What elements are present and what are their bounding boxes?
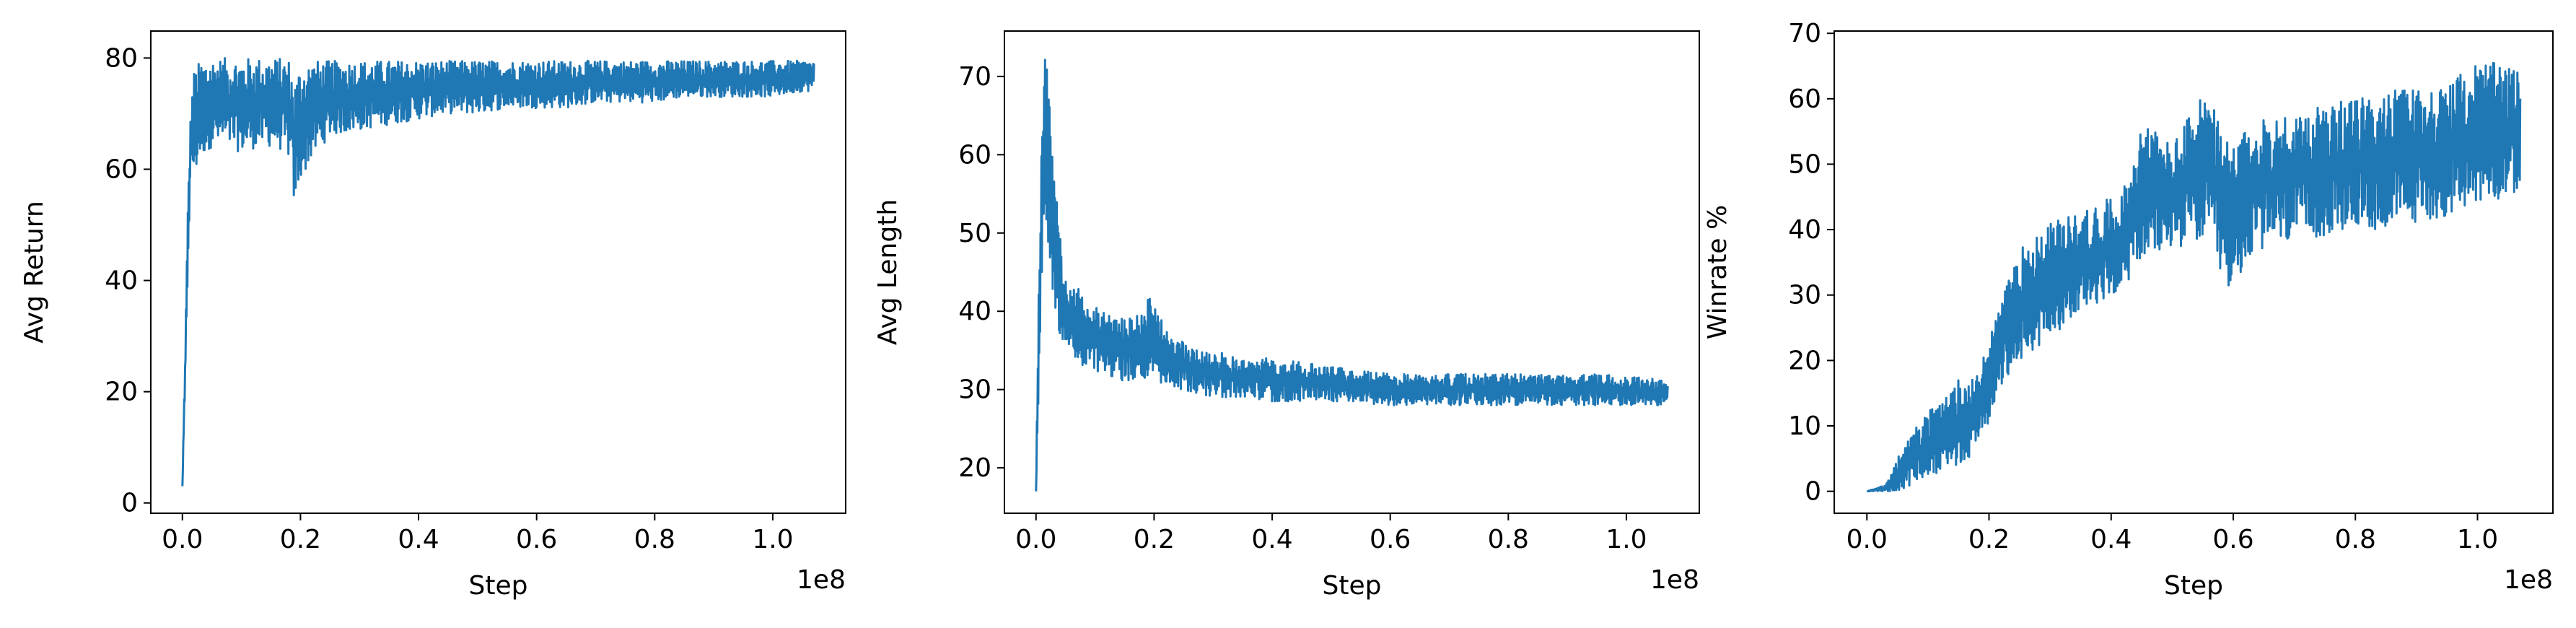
avg-return-x-tick-label: 0.0 — [162, 525, 203, 554]
winrate-x-tick-label: 0.2 — [1968, 525, 2010, 554]
winrate-series-line — [1866, 61, 2522, 493]
avg-return-series-layer — [181, 57, 815, 487]
avg-return-panel: 0.0 0.2 0.4 0.6 0.8 1.0 0 20 40 60 80 Step Avg Re… — [19, 30, 846, 601]
avg-return-y-axis-label: Avg Return — [19, 201, 49, 344]
winrate-x-tick-label: 0.4 — [2090, 525, 2132, 554]
avg-length-panel: 0.0 0.2 0.4 0.6 0.8 1.0 20 30 40 50 60 70 Step Avg… — [873, 30, 1700, 601]
avg-length-x-axis-label: Step — [1323, 571, 1382, 601]
winrate-y-axis-label: Winrate % — [1703, 205, 1732, 339]
avg-return-x-tick-label: 0.8 — [634, 525, 675, 554]
winrate-y-tick-label: 40 — [1788, 215, 1821, 245]
avg-length-x-tick-label: 0.2 — [1134, 525, 1175, 554]
avg-length-y-tick-label: 40 — [958, 297, 991, 326]
winrate-y-tick-label: 60 — [1788, 84, 1821, 114]
avg-return-y-tick-label: 60 — [105, 154, 138, 184]
winrate-y-tick-label: 50 — [1788, 149, 1821, 179]
avg-return-x-axis-label: Step — [469, 571, 528, 601]
winrate-series-layer — [1866, 61, 2522, 493]
avg-return-plot-frame — [150, 30, 846, 514]
winrate-y-ticks: 0 10 20 30 40 50 60 70 — [1788, 19, 1834, 507]
avg-length-y-tick-label: 50 — [958, 219, 991, 248]
winrate-x-tick-label: 0.0 — [1846, 525, 1888, 554]
avg-length-x-tick-label: 1.0 — [1605, 525, 1647, 554]
avg-length-y-ticks: 20 30 40 50 60 70 — [958, 62, 1004, 483]
avg-return-y-tick-label: 20 — [105, 378, 138, 407]
avg-length-x-tick-label: 0.4 — [1251, 525, 1292, 554]
avg-return-x-offset-label: 1e8 — [797, 565, 846, 595]
avg-return-y-tick-label: 40 — [105, 266, 138, 296]
avg-return-y-tick-label: 0 — [121, 489, 138, 518]
winrate-x-tick-label: 0.6 — [2212, 525, 2253, 554]
avg-length-x-tick-label: 0.8 — [1488, 525, 1529, 554]
avg-return-x-tick-label: 0.4 — [398, 525, 439, 554]
avg-length-x-offset-label: 1e8 — [1650, 565, 1699, 595]
avg-length-y-tick-label: 60 — [958, 140, 991, 170]
winrate-y-tick-label: 30 — [1788, 281, 1821, 310]
avg-return-x-tick-label: 0.6 — [516, 525, 557, 554]
winrate-plot-frame — [1834, 30, 2554, 514]
avg-return-y-tick-label: 80 — [105, 43, 138, 73]
winrate-y-tick-label: 70 — [1788, 19, 1821, 48]
avg-length-x-tick-label: 0.0 — [1015, 525, 1056, 554]
winrate-x-axis-label: Step — [2164, 571, 2223, 601]
avg-length-series-line — [1035, 58, 1669, 492]
winrate-x-tick-label: 0.8 — [2335, 525, 2376, 554]
winrate-x-offset-label: 1e8 — [2504, 565, 2553, 595]
avg-length-y-tick-label: 20 — [958, 453, 991, 483]
winrate-y-tick-label: 0 — [1805, 477, 1821, 507]
avg-length-y-tick-label: 30 — [958, 375, 991, 405]
avg-length-plot-frame — [1004, 30, 1700, 514]
avg-return-y-ticks: 0 20 40 60 80 — [105, 43, 151, 518]
avg-length-y-axis-label: Avg Length — [873, 199, 903, 345]
avg-length-x-tick-label: 0.6 — [1370, 525, 1411, 554]
winrate-y-tick-label: 20 — [1788, 346, 1821, 375]
avg-return-x-tick-label: 1.0 — [752, 525, 793, 554]
avg-return-series-line — [181, 57, 815, 487]
avg-length-x-ticks: 0.0 0.2 0.4 0.6 0.8 1.0 — [1015, 513, 1647, 554]
avg-return-x-tick-label: 0.2 — [280, 525, 321, 554]
winrate-x-tick-label: 1.0 — [2457, 525, 2498, 554]
avg-length-y-tick-label: 70 — [958, 62, 991, 92]
avg-return-x-ticks: 0.0 0.2 0.4 0.6 0.8 1.0 — [162, 513, 794, 554]
winrate-y-tick-label: 10 — [1788, 411, 1821, 441]
winrate-x-ticks: 0.0 0.2 0.4 0.6 0.8 1.0 — [1846, 513, 2498, 554]
avg-length-series-layer — [1035, 58, 1669, 492]
